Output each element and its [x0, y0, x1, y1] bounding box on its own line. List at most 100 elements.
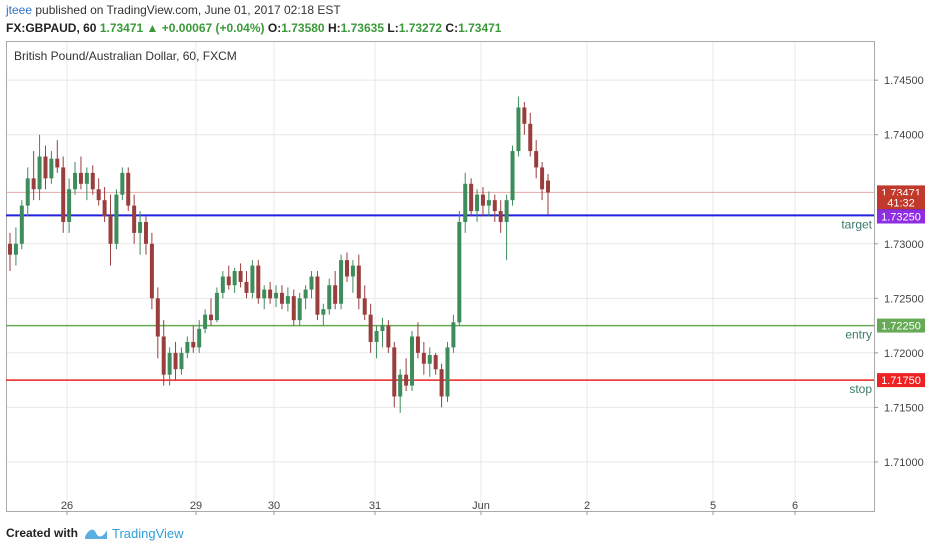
candle[interactable] — [339, 254, 344, 310]
candle[interactable] — [504, 194, 509, 261]
x-tick-label: 5 — [710, 500, 716, 512]
candle[interactable] — [214, 287, 219, 323]
candle[interactable] — [55, 140, 60, 173]
candle[interactable] — [31, 151, 36, 201]
candle[interactable] — [356, 254, 361, 310]
candle[interactable] — [392, 341, 397, 408]
candle[interactable] — [256, 260, 261, 304]
candle[interactable] — [285, 287, 290, 312]
candle[interactable] — [386, 320, 391, 353]
candle[interactable] — [327, 278, 332, 315]
candle[interactable] — [173, 341, 178, 381]
candle[interactable] — [61, 156, 66, 233]
candle[interactable] — [84, 167, 89, 201]
candle[interactable] — [274, 285, 279, 308]
candle[interactable] — [540, 161, 545, 201]
candle[interactable] — [475, 189, 480, 222]
candle[interactable] — [108, 194, 113, 266]
candle[interactable] — [362, 285, 367, 321]
candle[interactable] — [439, 363, 444, 408]
candle[interactable] — [191, 325, 196, 353]
candle[interactable] — [522, 101, 527, 135]
candle[interactable] — [410, 331, 415, 392]
candle[interactable] — [49, 151, 54, 184]
candle[interactable] — [303, 285, 308, 310]
candle[interactable] — [427, 347, 432, 377]
candle[interactable] — [149, 232, 154, 310]
candle[interactable] — [90, 165, 95, 195]
candle[interactable] — [102, 187, 107, 222]
candle[interactable] — [492, 194, 497, 222]
candle[interactable] — [321, 303, 326, 326]
candle[interactable] — [19, 200, 24, 250]
candle[interactable] — [315, 271, 320, 321]
candle[interactable] — [516, 96, 521, 157]
candle[interactable] — [469, 178, 474, 217]
candle[interactable] — [480, 187, 485, 217]
candle[interactable] — [268, 281, 273, 304]
candle[interactable] — [309, 271, 314, 299]
candle[interactable] — [67, 178, 72, 233]
candle[interactable] — [197, 320, 202, 353]
candle[interactable] — [13, 227, 18, 266]
candle[interactable] — [291, 289, 296, 326]
candle[interactable] — [8, 232, 12, 272]
candle[interactable] — [209, 298, 214, 326]
candle[interactable] — [457, 211, 462, 326]
candle[interactable] — [368, 303, 373, 353]
candle[interactable] — [238, 263, 243, 288]
candle[interactable] — [167, 347, 172, 386]
candle[interactable] — [486, 191, 491, 217]
candle[interactable] — [226, 265, 231, 290]
candle[interactable] — [73, 161, 78, 195]
candle[interactable] — [25, 167, 30, 217]
candle[interactable] — [232, 267, 237, 293]
candle-body — [445, 347, 450, 397]
candle[interactable] — [155, 287, 160, 359]
author-link[interactable]: jteee — [6, 3, 33, 17]
candle[interactable] — [404, 358, 409, 392]
candle[interactable] — [534, 140, 539, 179]
candle[interactable] — [344, 252, 349, 282]
candle[interactable] — [451, 314, 456, 353]
candle[interactable] — [203, 309, 208, 334]
candle[interactable] — [138, 211, 143, 255]
candle[interactable] — [179, 347, 184, 375]
candle[interactable] — [262, 285, 267, 310]
candle[interactable] — [126, 167, 131, 212]
candle[interactable] — [96, 178, 101, 206]
candle[interactable] — [433, 352, 438, 375]
candlestick-chart[interactable]: British Pound/Australian Dollar, 60, FXC… — [0, 0, 932, 516]
candle[interactable] — [445, 341, 450, 402]
candle[interactable] — [132, 194, 137, 244]
candle[interactable] — [279, 285, 284, 310]
candle[interactable] — [498, 200, 503, 233]
candle[interactable] — [244, 271, 249, 299]
candle[interactable] — [250, 260, 255, 299]
tradingview-link[interactable]: TradingView — [112, 526, 184, 541]
candle[interactable] — [220, 271, 225, 299]
candle[interactable] — [463, 172, 468, 233]
candle[interactable] — [143, 216, 148, 255]
candle[interactable] — [415, 322, 420, 359]
candle[interactable] — [380, 317, 385, 348]
candle[interactable] — [510, 145, 515, 206]
candle[interactable] — [297, 292, 302, 326]
candle[interactable] — [421, 341, 426, 375]
candle[interactable] — [43, 145, 48, 190]
symbol-label[interactable]: FX:GBPAUD, 60 — [6, 21, 97, 35]
candle-body — [451, 322, 456, 348]
candle-body — [232, 271, 237, 286]
candle[interactable] — [161, 320, 166, 386]
candle[interactable] — [528, 112, 533, 157]
candle[interactable] — [120, 167, 125, 201]
candle[interactable] — [546, 173, 550, 215]
candle[interactable] — [398, 369, 403, 413]
candle[interactable] — [37, 134, 42, 201]
candle[interactable] — [333, 271, 338, 310]
candle[interactable] — [114, 189, 119, 250]
candle[interactable] — [350, 260, 355, 293]
candle[interactable] — [185, 336, 190, 359]
candle[interactable] — [374, 325, 379, 359]
candle[interactable] — [78, 156, 83, 190]
